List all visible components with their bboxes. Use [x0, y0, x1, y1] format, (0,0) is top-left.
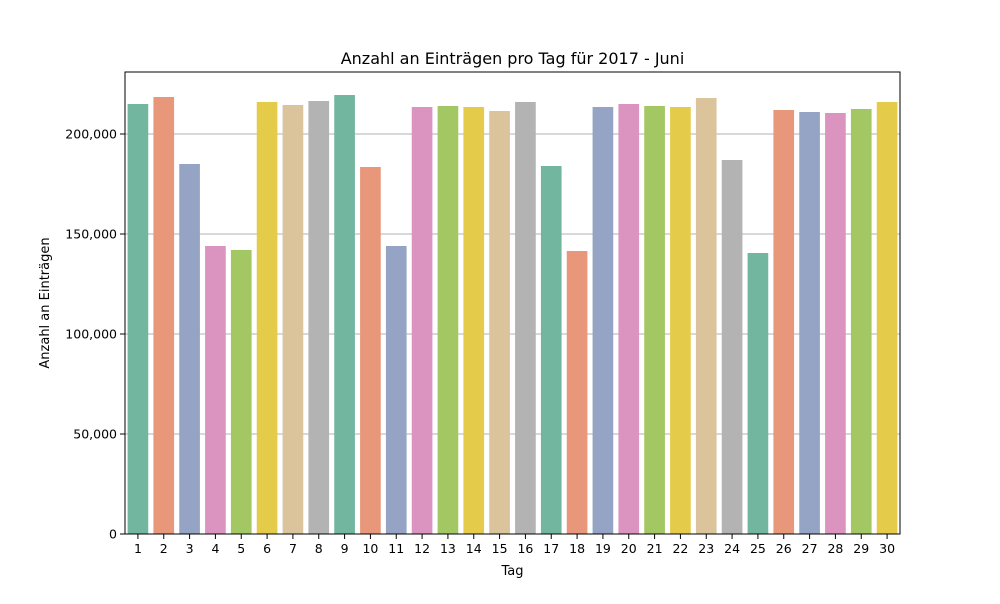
bar-day-1 [127, 104, 149, 534]
x-tick-label: 16 [517, 541, 533, 556]
y-tick-label: 150,000 [65, 227, 117, 242]
bar-day-24 [721, 160, 743, 534]
x-tick-label: 22 [672, 541, 688, 556]
y-tick-label: 200,000 [65, 127, 117, 142]
bar-day-9 [334, 95, 355, 534]
x-axis-ticks: 1 2 3 4 5 6 7 8 9 10 11 12 13 14 15 16 17 18 19 20 21 22 23 24 2… [134, 534, 895, 556]
x-tick-label: 29 [853, 541, 869, 556]
bar-day-11 [385, 246, 407, 534]
x-tick-label: 25 [750, 541, 766, 556]
bar-day-8 [308, 101, 330, 534]
x-tick-label: 23 [698, 541, 714, 556]
bar-day-27 [799, 112, 820, 534]
x-tick-label: 10 [362, 541, 378, 556]
x-tick-label: 30 [879, 541, 895, 556]
x-tick-label: 14 [466, 541, 482, 556]
x-tick-label: 15 [492, 541, 508, 556]
bar-day-16 [515, 102, 536, 534]
bar-day-18 [566, 251, 588, 534]
x-tick-label: 2 [160, 541, 168, 556]
x-tick-label: 26 [776, 541, 792, 556]
bar-day-10 [360, 167, 381, 534]
y-tick-label: 50,000 [73, 427, 117, 442]
bar-day-12 [411, 107, 433, 534]
x-tick-label: 21 [647, 541, 663, 556]
bars [127, 95, 898, 534]
x-tick-label: 7 [289, 541, 297, 556]
bar-day-20 [618, 104, 640, 534]
x-tick-label: 8 [315, 541, 323, 556]
bar-day-30 [876, 102, 898, 534]
bar-day-15 [489, 111, 510, 534]
y-tick-label: 0 [109, 527, 117, 542]
bar-day-23 [695, 98, 717, 534]
x-tick-label: 20 [621, 541, 637, 556]
bar-day-29 [850, 109, 872, 534]
x-tick-label: 19 [595, 541, 611, 556]
bar-day-5 [230, 250, 252, 534]
x-tick-label: 17 [543, 541, 559, 556]
x-tick-label: 6 [263, 541, 271, 556]
x-tick-label: 24 [724, 541, 740, 556]
bar-day-17 [540, 166, 562, 534]
bar-day-2 [153, 97, 175, 534]
y-axis-ticks: 0 50,000 100,000 150,000 200,000 [65, 127, 125, 542]
x-tick-label: 27 [802, 541, 818, 556]
x-tick-label: 9 [341, 541, 349, 556]
bar-day-3 [179, 164, 200, 534]
bar-day-7 [282, 105, 304, 534]
bar-day-6 [256, 102, 278, 534]
bar-day-26 [773, 110, 795, 534]
x-tick-label: 12 [414, 541, 430, 556]
y-axis-label: Anzahl an Einträgen [38, 237, 53, 368]
x-tick-label: 28 [827, 541, 843, 556]
bar-day-25 [747, 253, 769, 534]
x-tick-label: 11 [388, 541, 404, 556]
x-tick-label: 18 [569, 541, 585, 556]
bar-day-19 [592, 107, 614, 534]
x-tick-label: 13 [440, 541, 456, 556]
bar-day-21 [644, 106, 665, 534]
x-tick-label: 4 [211, 541, 219, 556]
x-tick-label: 1 [134, 541, 142, 556]
plot-frame [124, 71, 901, 535]
bar-day-4 [205, 246, 226, 534]
bar-day-13 [437, 106, 459, 534]
x-tick-label: 3 [186, 541, 194, 556]
bar-day-28 [825, 113, 846, 534]
bar-day-14 [463, 107, 485, 534]
bar-day-22 [670, 107, 691, 534]
x-axis-label: Tag [500, 564, 523, 579]
x-tick-label: 5 [237, 541, 245, 556]
chart-title: Anzahl an Einträgen pro Tag für 2017 - J… [341, 49, 685, 68]
y-tick-label: 100,000 [65, 327, 117, 342]
